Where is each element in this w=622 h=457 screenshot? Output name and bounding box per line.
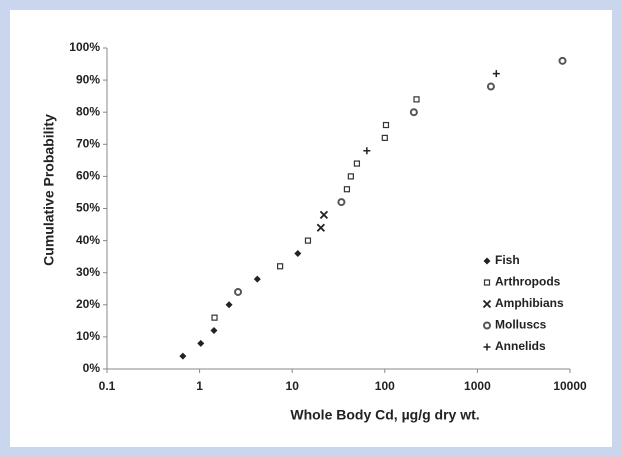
legend-label: Amphibians xyxy=(495,296,564,310)
y-tick-label: 0% xyxy=(83,361,101,375)
point xyxy=(343,186,351,193)
x-tick-label: 10 xyxy=(286,379,300,393)
point xyxy=(179,352,187,360)
legend-label: Arthropods xyxy=(495,275,561,289)
y-tick-label: 20% xyxy=(76,297,100,311)
legend-marker xyxy=(483,279,491,286)
point xyxy=(381,134,388,141)
x-tick-label: 0.1 xyxy=(99,379,116,393)
point xyxy=(211,314,218,321)
point xyxy=(413,96,420,103)
x-axis-label: Whole Body Cd, µg/g dry wt. xyxy=(290,407,479,423)
point xyxy=(409,108,418,117)
y-tick-label: 80% xyxy=(76,104,100,118)
y-tick-label: 60% xyxy=(76,169,100,183)
y-tick-label: 90% xyxy=(76,72,100,86)
point xyxy=(382,121,390,129)
x-tick-label: 10000 xyxy=(553,379,587,393)
x-tick-label: 1000 xyxy=(464,379,491,393)
point xyxy=(225,301,233,309)
legend-label: Annelids xyxy=(495,339,546,353)
legend-label: Molluscs xyxy=(495,318,547,332)
x-tick-label: 1 xyxy=(196,379,203,393)
point xyxy=(234,287,243,296)
point xyxy=(253,275,261,283)
point xyxy=(316,223,326,232)
legend-marker xyxy=(483,343,491,351)
y-tick-label: 10% xyxy=(76,329,100,343)
y-axis-label: Cumulative Probability xyxy=(41,114,57,266)
point xyxy=(319,210,329,220)
legend-marker xyxy=(482,299,492,309)
x-tick-label: 100 xyxy=(375,379,395,393)
point xyxy=(197,339,205,347)
y-tick-label: 70% xyxy=(76,136,100,150)
y-tick-label: 50% xyxy=(76,201,100,215)
point xyxy=(347,173,354,180)
point xyxy=(304,237,312,244)
legend-marker xyxy=(483,321,491,330)
point xyxy=(486,82,495,91)
point xyxy=(337,198,346,207)
point xyxy=(558,56,567,65)
point xyxy=(294,249,302,257)
legend-marker xyxy=(483,257,491,265)
point xyxy=(363,147,371,155)
point xyxy=(210,326,218,334)
point xyxy=(276,263,284,270)
point xyxy=(492,70,500,78)
y-tick-label: 30% xyxy=(76,265,100,279)
y-tick-label: 40% xyxy=(76,233,100,247)
point xyxy=(353,160,361,167)
legend-label: Fish xyxy=(495,253,520,267)
y-tick-label: 100% xyxy=(69,40,100,54)
